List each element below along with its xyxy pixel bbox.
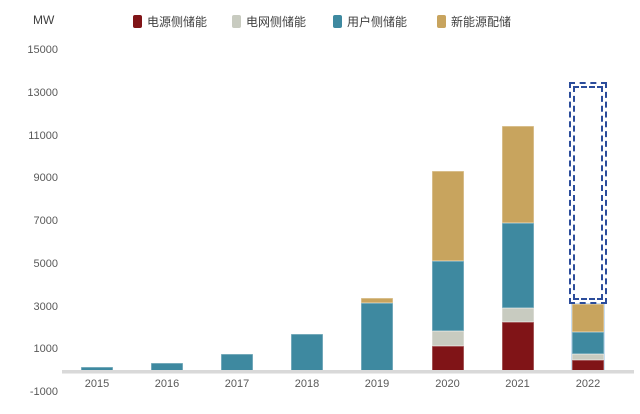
bar-2017 (221, 353, 253, 371)
bar-2022 (571, 302, 605, 372)
legend-swatch-icon (333, 14, 342, 28)
bar-segment-2022 (572, 359, 604, 371)
legend-label: 电网侧储能 (246, 14, 307, 29)
legend-item: 电网侧储能 (232, 10, 306, 32)
bar-2019 (361, 298, 393, 371)
bar-2015 (81, 367, 113, 371)
bar-segment-2019 (361, 303, 393, 371)
bar-segment-2021 (501, 222, 534, 308)
bar-segment-2019 (361, 298, 393, 304)
legend: MW 电源侧储能 电网侧储能 用户侧储能 新能源配储 (0, 10, 640, 32)
legend-item: 新能源配储 (437, 10, 511, 32)
y-axis-tick-label: 5000 (33, 257, 58, 270)
bar-segment-2021 (501, 125, 534, 223)
x-axis-tick-label: 2021 (505, 377, 530, 390)
forecast-outline-box (569, 82, 607, 304)
bar-2020 (431, 171, 464, 371)
bar-2018 (291, 333, 323, 371)
axis-unit-label: MW (33, 13, 55, 27)
forecast-outline-box-inner (573, 86, 603, 300)
y-axis-tick-label: 15000 (27, 44, 58, 56)
bar-segment-2018 (291, 333, 323, 371)
bar-2016 (151, 362, 183, 371)
y-axis-tick-label: -1000 (29, 386, 58, 398)
bar-segment-2015 (81, 367, 113, 371)
bar-segment-2021 (501, 321, 534, 371)
bar-segment-2017 (221, 353, 253, 371)
bar-segment-2020 (431, 171, 464, 261)
y-axis-tick-label: 1000 (33, 343, 58, 356)
bar-segment-2022 (572, 331, 604, 354)
y-axis-tick-label: 11000 (28, 129, 58, 142)
legend-item: 电源侧储能 (133, 10, 207, 32)
x-axis-tick-label: 2022 (575, 377, 601, 390)
x-axis-tick-label: 2016 (154, 377, 180, 390)
bar-segment-2020 (431, 260, 464, 331)
y-axis-tick-label: 9000 (33, 172, 58, 185)
legend-swatch-icon (232, 14, 241, 28)
legend-swatch-icon (133, 14, 142, 28)
bar-segment-2020 (431, 345, 464, 371)
bar-segment-2022 (572, 353, 604, 360)
legend-label: 新能源配储 (451, 14, 512, 29)
legend-label: 电源侧储能 (147, 14, 208, 29)
x-axis-tick-label: 2017 (224, 377, 250, 390)
y-axis-tick-label: 3000 (33, 300, 58, 313)
x-axis-tick-label: 2020 (435, 377, 460, 390)
bar-segment-2021 (501, 307, 534, 322)
y-axis-tick-label: 7000 (33, 215, 58, 227)
bar-2021 (501, 125, 534, 371)
legend-swatch-icon (437, 14, 446, 28)
x-axis-tick-label: 2019 (364, 377, 390, 390)
legend-label: 用户侧储能 (347, 14, 408, 29)
y-axis-tick-label: 13000 (27, 86, 58, 99)
x-axis-tick-label: 2018 (294, 377, 320, 390)
bar-segment-2020 (431, 330, 464, 346)
bar-segment-2022 (572, 303, 604, 332)
x-axis-line (62, 370, 634, 374)
bar-segment-2016 (151, 362, 183, 371)
x-axis-tick-label: 2015 (84, 377, 110, 390)
legend-item: 用户侧储能 (333, 10, 407, 32)
